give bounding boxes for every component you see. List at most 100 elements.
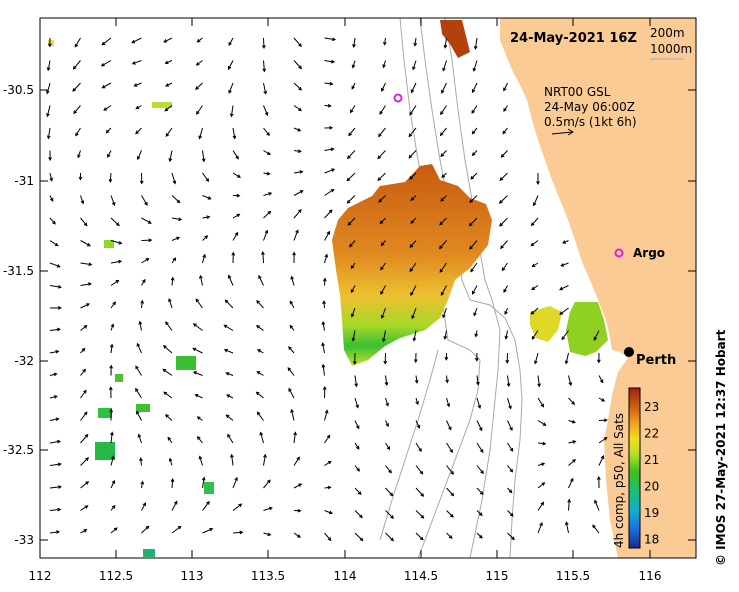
current-vector bbox=[561, 262, 569, 267]
current-vector-head bbox=[194, 394, 199, 398]
current-vector bbox=[141, 217, 152, 224]
current-vector-head bbox=[108, 386, 113, 391]
current-vector-head bbox=[357, 491, 362, 496]
current-vector-head bbox=[57, 507, 62, 512]
current-vector bbox=[565, 522, 569, 534]
current-vector-head bbox=[145, 525, 150, 530]
current-vector-head bbox=[331, 168, 336, 172]
current-vector-head bbox=[327, 460, 332, 465]
current-vector bbox=[197, 436, 203, 444]
current-vector bbox=[163, 37, 173, 43]
current-vector bbox=[474, 37, 478, 49]
current-vector-head bbox=[450, 471, 454, 475]
current-vector-head bbox=[139, 457, 143, 462]
current-vector bbox=[568, 440, 576, 444]
city-marker bbox=[624, 347, 634, 357]
current-vector-head bbox=[449, 449, 453, 453]
current-vector bbox=[202, 501, 210, 511]
current-vector bbox=[256, 300, 264, 309]
current-vector bbox=[531, 285, 539, 290]
current-vector-head bbox=[111, 202, 116, 207]
current-vector bbox=[384, 37, 386, 45]
current-vector-head bbox=[324, 409, 329, 414]
current-vector bbox=[195, 298, 203, 309]
current-vector-head bbox=[297, 508, 302, 513]
current-vector-head bbox=[266, 151, 271, 156]
current-vector-head bbox=[87, 282, 92, 286]
current-vector bbox=[324, 510, 333, 514]
current-vector bbox=[442, 60, 447, 71]
current-vector bbox=[263, 150, 271, 155]
current-vector-head bbox=[234, 231, 239, 236]
current-vector bbox=[354, 510, 363, 518]
current-vector-head bbox=[288, 346, 292, 350]
current-vector bbox=[75, 127, 81, 136]
sst-fleck bbox=[104, 240, 114, 248]
current-vector bbox=[409, 172, 417, 180]
current-vector bbox=[74, 37, 81, 48]
current-vector bbox=[537, 502, 544, 511]
current-vector-head bbox=[321, 342, 325, 347]
current-vector bbox=[411, 307, 417, 319]
current-vector-head bbox=[135, 105, 140, 110]
current-vector-head bbox=[293, 431, 297, 436]
current-vector-head bbox=[347, 221, 352, 226]
current-vector-head bbox=[571, 401, 576, 405]
current-vector bbox=[163, 345, 173, 354]
current-vector-head bbox=[196, 110, 200, 115]
current-vector bbox=[197, 37, 203, 43]
current-vector-head bbox=[227, 433, 231, 438]
current-vector-head bbox=[439, 268, 444, 273]
current-vector-head bbox=[53, 395, 58, 399]
current-vector bbox=[470, 172, 478, 180]
current-vector-head bbox=[414, 379, 419, 384]
current-vector-head bbox=[147, 220, 152, 224]
current-vector-head bbox=[72, 87, 77, 92]
current-vector-head bbox=[348, 132, 352, 137]
current-vector-head bbox=[101, 41, 106, 46]
current-vector bbox=[354, 375, 357, 387]
current-vector bbox=[537, 442, 546, 445]
current-vector-head bbox=[385, 423, 389, 428]
current-vector bbox=[263, 60, 265, 72]
current-vector-head bbox=[469, 245, 473, 250]
current-vector bbox=[73, 60, 81, 70]
current-vector bbox=[196, 105, 203, 115]
current-vector-head bbox=[225, 414, 230, 419]
current-vector-head bbox=[192, 323, 197, 327]
current-vector-head bbox=[413, 359, 418, 364]
current-vector-head bbox=[541, 462, 546, 467]
current-vector bbox=[228, 37, 234, 46]
current-source: NRT00 GSL bbox=[544, 85, 611, 99]
current-vector bbox=[263, 105, 268, 116]
current-vector-head bbox=[227, 274, 232, 279]
current-vector-head bbox=[500, 245, 504, 250]
current-vector-head bbox=[176, 199, 181, 204]
current-vector bbox=[559, 285, 569, 291]
current-vector-head bbox=[196, 435, 201, 440]
current-vector-head bbox=[298, 107, 302, 112]
current-vector-head bbox=[255, 391, 260, 396]
current-vector-head bbox=[224, 299, 229, 304]
current-vector-head bbox=[199, 274, 203, 279]
current-vector-head bbox=[408, 133, 413, 138]
current-vector bbox=[537, 420, 546, 426]
current-vector-head bbox=[355, 445, 360, 450]
current-vector bbox=[291, 276, 295, 286]
current-vector-head bbox=[410, 197, 415, 202]
current-vector bbox=[232, 503, 242, 511]
current-vector bbox=[110, 280, 119, 286]
current-vector-head bbox=[289, 300, 294, 305]
current-vector bbox=[262, 251, 264, 264]
current-vector-head bbox=[46, 113, 50, 118]
current-vector bbox=[73, 105, 81, 114]
current-vector bbox=[202, 150, 205, 162]
current-vector-head bbox=[225, 372, 230, 376]
current-vector bbox=[293, 532, 301, 538]
current-vector bbox=[439, 262, 447, 273]
current-vector-head bbox=[382, 338, 386, 343]
current-vector bbox=[169, 458, 173, 466]
current-vector-head bbox=[139, 180, 144, 185]
current-vector bbox=[382, 330, 386, 342]
current-vector-head bbox=[389, 492, 394, 497]
